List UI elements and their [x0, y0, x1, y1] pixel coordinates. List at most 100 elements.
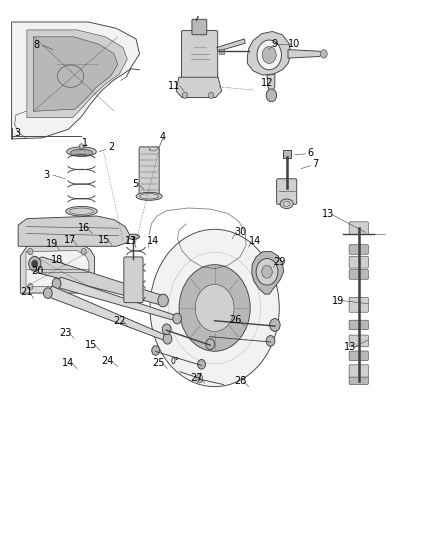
Ellipse shape — [66, 206, 97, 216]
Ellipse shape — [67, 147, 96, 157]
Circle shape — [208, 92, 214, 99]
Text: 9: 9 — [272, 39, 278, 49]
Polygon shape — [247, 31, 291, 75]
Polygon shape — [26, 251, 89, 287]
Circle shape — [262, 265, 272, 278]
Text: 23: 23 — [59, 328, 71, 338]
Circle shape — [206, 339, 215, 350]
Polygon shape — [176, 77, 222, 98]
Text: 4: 4 — [160, 132, 166, 142]
Text: 15: 15 — [99, 235, 111, 245]
Text: 6: 6 — [307, 148, 314, 158]
Text: 27: 27 — [190, 373, 202, 383]
Text: 0°: 0° — [170, 357, 179, 366]
FancyBboxPatch shape — [349, 256, 368, 268]
Polygon shape — [252, 252, 284, 294]
Text: 7: 7 — [312, 159, 318, 169]
Circle shape — [150, 229, 279, 386]
Text: 17: 17 — [64, 235, 76, 245]
FancyBboxPatch shape — [124, 257, 143, 303]
Text: 13: 13 — [125, 236, 137, 246]
Polygon shape — [267, 74, 275, 94]
Circle shape — [257, 40, 282, 70]
Ellipse shape — [136, 192, 162, 200]
FancyBboxPatch shape — [349, 270, 368, 279]
Polygon shape — [288, 50, 323, 58]
FancyBboxPatch shape — [349, 245, 368, 254]
Polygon shape — [217, 39, 245, 51]
Ellipse shape — [70, 149, 93, 156]
Circle shape — [270, 319, 280, 332]
Text: 18: 18 — [50, 255, 63, 265]
Text: 20: 20 — [32, 266, 44, 276]
Text: 10: 10 — [288, 39, 300, 49]
Text: 15: 15 — [85, 340, 98, 350]
FancyBboxPatch shape — [181, 30, 218, 80]
Circle shape — [179, 265, 250, 351]
Circle shape — [28, 248, 33, 255]
Circle shape — [198, 360, 205, 369]
Circle shape — [163, 334, 172, 344]
Circle shape — [262, 46, 276, 63]
Text: 19: 19 — [46, 239, 58, 249]
Circle shape — [173, 313, 181, 324]
Circle shape — [28, 256, 41, 271]
Polygon shape — [12, 22, 140, 139]
Circle shape — [28, 284, 33, 290]
Text: 11: 11 — [168, 81, 180, 91]
Text: 1: 1 — [81, 138, 88, 148]
Circle shape — [162, 324, 171, 335]
Text: 3: 3 — [14, 127, 20, 138]
FancyBboxPatch shape — [219, 49, 224, 54]
Ellipse shape — [280, 199, 293, 208]
FancyBboxPatch shape — [349, 365, 368, 378]
Circle shape — [79, 144, 84, 149]
Polygon shape — [46, 286, 169, 341]
Polygon shape — [18, 216, 130, 246]
Ellipse shape — [127, 234, 140, 239]
FancyBboxPatch shape — [277, 179, 297, 204]
FancyBboxPatch shape — [192, 19, 207, 35]
Circle shape — [256, 259, 278, 285]
Text: 19: 19 — [332, 295, 344, 305]
FancyBboxPatch shape — [349, 222, 368, 235]
Circle shape — [266, 336, 275, 346]
Text: 30: 30 — [234, 227, 246, 237]
Text: 14: 14 — [146, 236, 159, 246]
Circle shape — [158, 294, 168, 307]
Circle shape — [196, 374, 203, 383]
Text: 3: 3 — [43, 170, 49, 180]
Text: 26: 26 — [230, 314, 242, 325]
Text: 13: 13 — [344, 342, 356, 352]
Circle shape — [81, 284, 86, 290]
Text: 22: 22 — [113, 316, 126, 326]
Circle shape — [195, 285, 234, 332]
Polygon shape — [27, 30, 127, 118]
Text: 16: 16 — [78, 223, 90, 233]
Text: 21: 21 — [20, 287, 32, 297]
Text: 8: 8 — [33, 41, 39, 50]
Text: 25: 25 — [152, 358, 165, 368]
Text: 13: 13 — [322, 209, 334, 220]
Circle shape — [43, 288, 52, 298]
FancyBboxPatch shape — [349, 335, 368, 347]
Text: 14: 14 — [249, 236, 261, 246]
Text: 2: 2 — [108, 142, 114, 152]
Circle shape — [182, 92, 187, 99]
FancyBboxPatch shape — [349, 351, 368, 361]
Circle shape — [52, 278, 61, 289]
Text: 28: 28 — [234, 376, 246, 386]
FancyBboxPatch shape — [283, 150, 290, 158]
Circle shape — [320, 50, 327, 58]
Polygon shape — [20, 244, 95, 293]
Polygon shape — [55, 277, 179, 321]
Circle shape — [152, 346, 159, 356]
Circle shape — [266, 89, 277, 102]
Text: 29: 29 — [273, 257, 286, 267]
Polygon shape — [33, 37, 118, 111]
Circle shape — [81, 248, 86, 255]
Text: 14: 14 — [62, 358, 74, 368]
FancyBboxPatch shape — [349, 377, 368, 384]
Text: 12: 12 — [261, 78, 273, 88]
FancyBboxPatch shape — [349, 297, 368, 312]
